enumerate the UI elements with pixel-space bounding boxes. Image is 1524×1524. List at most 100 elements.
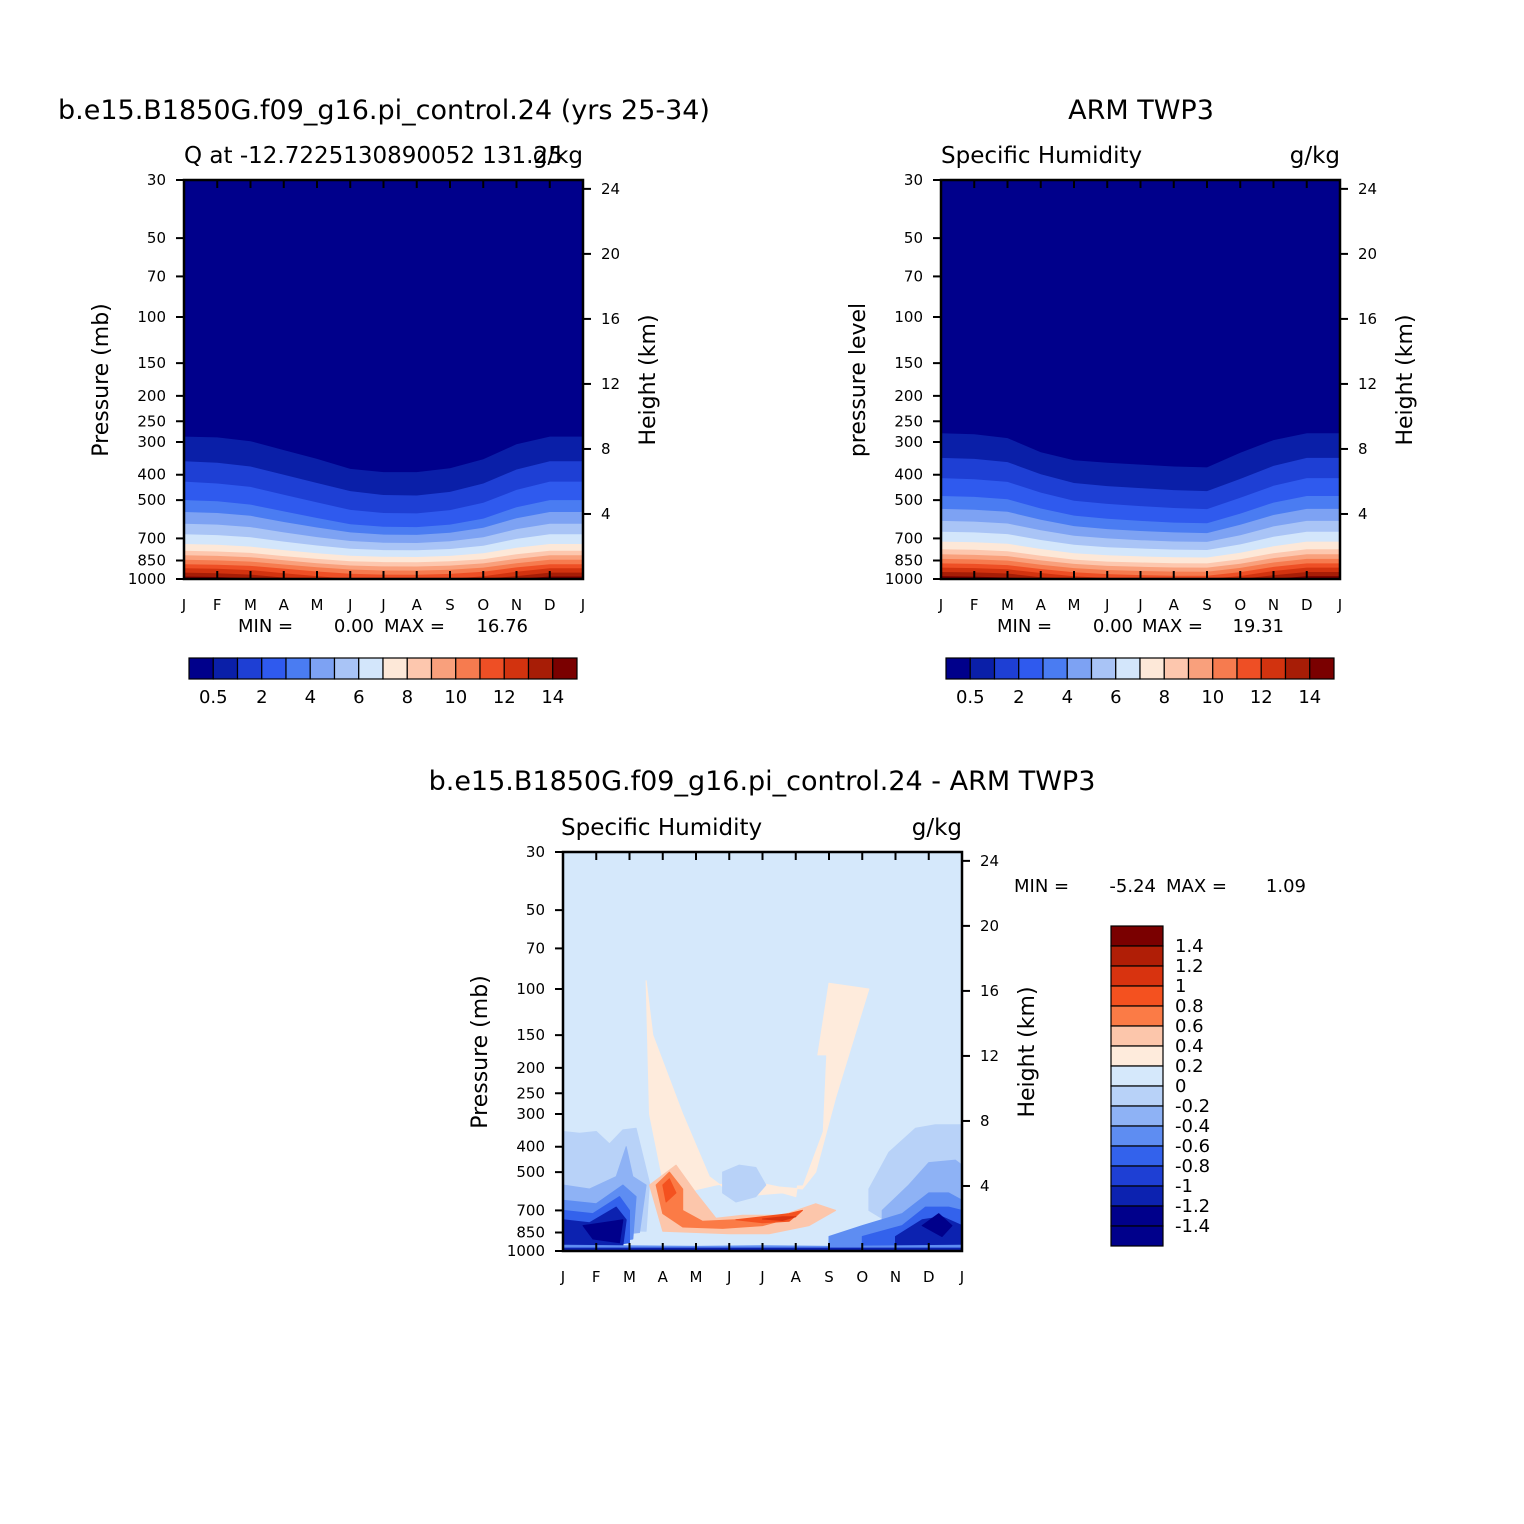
panel-diff-colorbar-label: -1 xyxy=(1175,1176,1193,1197)
panel-obs-max-label: MAX = xyxy=(1142,616,1203,637)
panel-obs-colorbar-label: 8 xyxy=(1159,687,1170,708)
panel-model-colorbar-swatch xyxy=(333,657,360,680)
panel-model-colorbar-label: 4 xyxy=(305,687,316,708)
panel-model-colorbar-label: 14 xyxy=(541,687,564,708)
panel-diff-xtick-label: M xyxy=(690,1268,703,1286)
panel-obs-xtick-label: J xyxy=(1104,596,1109,614)
panel-diff-colorbar-label: -0.6 xyxy=(1175,1136,1210,1157)
panel-obs-colorbar-swatch xyxy=(1260,657,1287,680)
panel-diff-xtick-label: J xyxy=(759,1268,764,1286)
panel-diff-region-1 xyxy=(722,1048,827,1186)
panel-obs-colorbar: 0.5 2 4 6 8 10 12 14 xyxy=(945,657,1335,708)
panel-diff-max-value: 1.09 xyxy=(1266,876,1306,897)
panel-model-colorbar-swatch xyxy=(552,657,578,680)
panel-obs-colorbar-swatch xyxy=(1090,657,1117,680)
panel-model-colorbar-label: 8 xyxy=(402,687,413,708)
panel-obs-ylabel: pressure level xyxy=(846,303,871,457)
panel-model-xtick-label: A xyxy=(412,596,423,614)
panel-model-max-value: 16.76 xyxy=(476,616,528,637)
panel-model-plot-area xyxy=(184,180,583,579)
panel-diff-ytick-label: 50 xyxy=(526,901,545,919)
panel-diff-region-10 xyxy=(582,1219,624,1244)
panel-obs-xtick-label: D xyxy=(1301,596,1313,614)
panel-model-ytick-label: 250 xyxy=(137,412,166,430)
panel-obs-colorbar-label: 0.5 xyxy=(956,687,985,708)
panel-diff-region-14 xyxy=(921,1213,953,1237)
panel-model-colorbar-swatch xyxy=(358,657,384,680)
panel-diff-xtick-label: S xyxy=(824,1268,834,1286)
panel-diff-ytick-right-label: 16 xyxy=(980,982,999,1000)
panel-model-colorbar-swatch xyxy=(309,657,336,680)
panel-diff-ytick-right-label: 12 xyxy=(980,1047,999,1065)
panel-diff-subtitle-left: Specific Humidity xyxy=(561,815,762,841)
panel-obs-colorbar-label: 4 xyxy=(1062,687,1073,708)
panel-model-colorbar-swatch xyxy=(188,657,214,680)
panel-obs-ytick-right-label: 8 xyxy=(1358,440,1368,458)
panel-model-xtick-label: J xyxy=(580,596,585,614)
panel-obs-colorbar-label: 10 xyxy=(1201,687,1224,708)
panel-model-subtitle-right: g/kg xyxy=(533,143,583,169)
panel-diff-colorbar-swatch xyxy=(1110,1165,1164,1187)
panel-diff-colorbar-label: -1.2 xyxy=(1175,1196,1210,1217)
panel-model-ytick-label: 1000 xyxy=(128,570,166,588)
panel-diff-colorbar-label: -0.4 xyxy=(1175,1116,1210,1137)
panel-diff-ytick-right-label: 20 xyxy=(980,917,999,935)
panel-obs-xtick-label: N xyxy=(1268,596,1279,614)
panel-obs-title: ARM TWP3 xyxy=(1068,95,1214,126)
panel-diff-ytick-right-label: 8 xyxy=(980,1112,990,1130)
panel-obs-xtick-label: O xyxy=(1234,596,1246,614)
panel-model-xtick-label: O xyxy=(477,596,489,614)
panel-diff-xtick-label: O xyxy=(856,1268,868,1286)
panel-diff-ytick-label: 300 xyxy=(516,1105,545,1123)
panel-model-ytick-label: 700 xyxy=(137,529,166,547)
panel-diff-ytick-label: 150 xyxy=(516,1026,545,1044)
panel-model-colorbar: 0.5 2 4 6 8 10 12 14 xyxy=(188,657,578,708)
panel-model-ytick-label: 150 xyxy=(137,354,166,372)
panel-model-colorbar-swatch xyxy=(236,657,263,680)
panel-diff-min-label: MIN = xyxy=(1014,876,1069,897)
panel-diff-max-label: MAX = xyxy=(1166,876,1227,897)
panel-model-xtick-label: N xyxy=(511,596,522,614)
panel-obs-xtick-label: J xyxy=(1337,596,1342,614)
panel-diff-ytick-label: 70 xyxy=(526,939,545,957)
panel-diff-subtitle-right: g/kg xyxy=(912,815,962,841)
panel-obs-colorbar-swatch xyxy=(1066,657,1093,680)
panel-obs-ytick-label: 300 xyxy=(894,433,923,451)
panel-obs-xtick-label: A xyxy=(1036,596,1047,614)
panel-model-ytick-label: 500 xyxy=(137,491,166,509)
panel-obs-colorbar-label: 2 xyxy=(1013,687,1024,708)
panel-obs-xtick-label: S xyxy=(1202,596,1212,614)
panel-model-colorbar-swatch xyxy=(285,657,311,680)
panel-model-xtick-label: J xyxy=(380,596,385,614)
panel-diff-ytick-label: 850 xyxy=(516,1224,545,1242)
panel-diff-ytick-label: 400 xyxy=(516,1138,545,1156)
panel-model-title: b.e15.B1850G.f09_g16.pi_control.24 (yrs … xyxy=(58,95,710,126)
panel-diff-xtick-label: N xyxy=(890,1268,901,1286)
panel-obs-colorbar-swatch xyxy=(1284,657,1311,680)
panel-diff-xtick-label: J xyxy=(560,1268,565,1286)
panel-diff-colorbar-label: 0.8 xyxy=(1175,996,1204,1017)
panel-obs-xtick-label: A xyxy=(1169,596,1180,614)
panel-diff-colorbar-label: 0.6 xyxy=(1175,1016,1204,1037)
panel-diff-colorbar-label: 0.2 xyxy=(1175,1056,1204,1077)
panel-diff-colorbar: 1.41.210.80.60.40.20-0.2-0.4-0.6-0.8-1-1… xyxy=(1110,925,1210,1247)
panel-diff-ytick-label: 700 xyxy=(516,1201,545,1219)
panel-model-xtick-label: M xyxy=(244,596,257,614)
panel-obs-colorbar-label: 6 xyxy=(1110,687,1121,708)
panel-model-colorbar-label: 0.5 xyxy=(199,687,228,708)
panel-diff-colorbar-swatch xyxy=(1110,1125,1164,1147)
panel-model-colorbar-swatch xyxy=(503,657,530,680)
panel-obs-xtick-label: M xyxy=(1001,596,1014,614)
panel-diff-colorbar-label: 1.2 xyxy=(1175,956,1204,977)
panel-model-ytick-right-label: 24 xyxy=(601,180,620,198)
panel-model-ytick-label: 70 xyxy=(147,267,166,285)
panel-obs-colorbar-label: 12 xyxy=(1250,687,1273,708)
panel-diff-ytick-label: 250 xyxy=(516,1084,545,1102)
panel-model-min-label: MIN = xyxy=(238,616,293,637)
panel-diff-colorbar-swatch xyxy=(1110,1005,1164,1027)
panel-obs-colorbar-swatch xyxy=(1187,657,1214,680)
panel-obs-min-label: MIN = xyxy=(997,616,1052,637)
panel-diff-colorbar-swatch xyxy=(1110,1025,1164,1047)
panel-model-ylabel: Pressure (mb) xyxy=(89,303,114,457)
